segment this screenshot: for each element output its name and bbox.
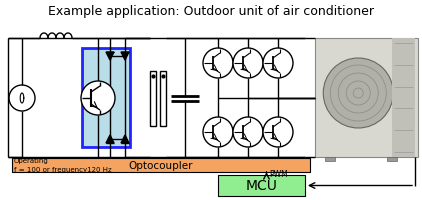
- Circle shape: [263, 117, 293, 147]
- Circle shape: [263, 49, 293, 79]
- Text: Operating
f = 100 or frequency120 Hz: Operating f = 100 or frequency120 Hz: [14, 158, 112, 172]
- Polygon shape: [121, 135, 129, 143]
- Polygon shape: [106, 135, 114, 143]
- Circle shape: [323, 59, 393, 128]
- Bar: [325, 157, 335, 161]
- Bar: [387, 157, 397, 161]
- Text: Optocoupler: Optocoupler: [129, 160, 193, 170]
- Circle shape: [81, 82, 115, 115]
- Circle shape: [203, 117, 233, 147]
- Circle shape: [233, 117, 263, 147]
- Bar: [12, 158, 310, 172]
- Bar: [82, 49, 130, 147]
- Polygon shape: [121, 53, 129, 61]
- Polygon shape: [106, 53, 114, 61]
- Text: MCU: MCU: [246, 179, 277, 193]
- Bar: [392, 39, 415, 157]
- Bar: [150, 71, 156, 126]
- Text: PWM: PWM: [270, 169, 288, 178]
- Bar: [315, 39, 418, 157]
- Circle shape: [233, 49, 263, 79]
- Circle shape: [203, 49, 233, 79]
- Bar: [160, 71, 166, 126]
- Bar: [218, 175, 305, 196]
- Text: Example application: Outdoor unit of air conditioner: Example application: Outdoor unit of air…: [48, 5, 374, 18]
